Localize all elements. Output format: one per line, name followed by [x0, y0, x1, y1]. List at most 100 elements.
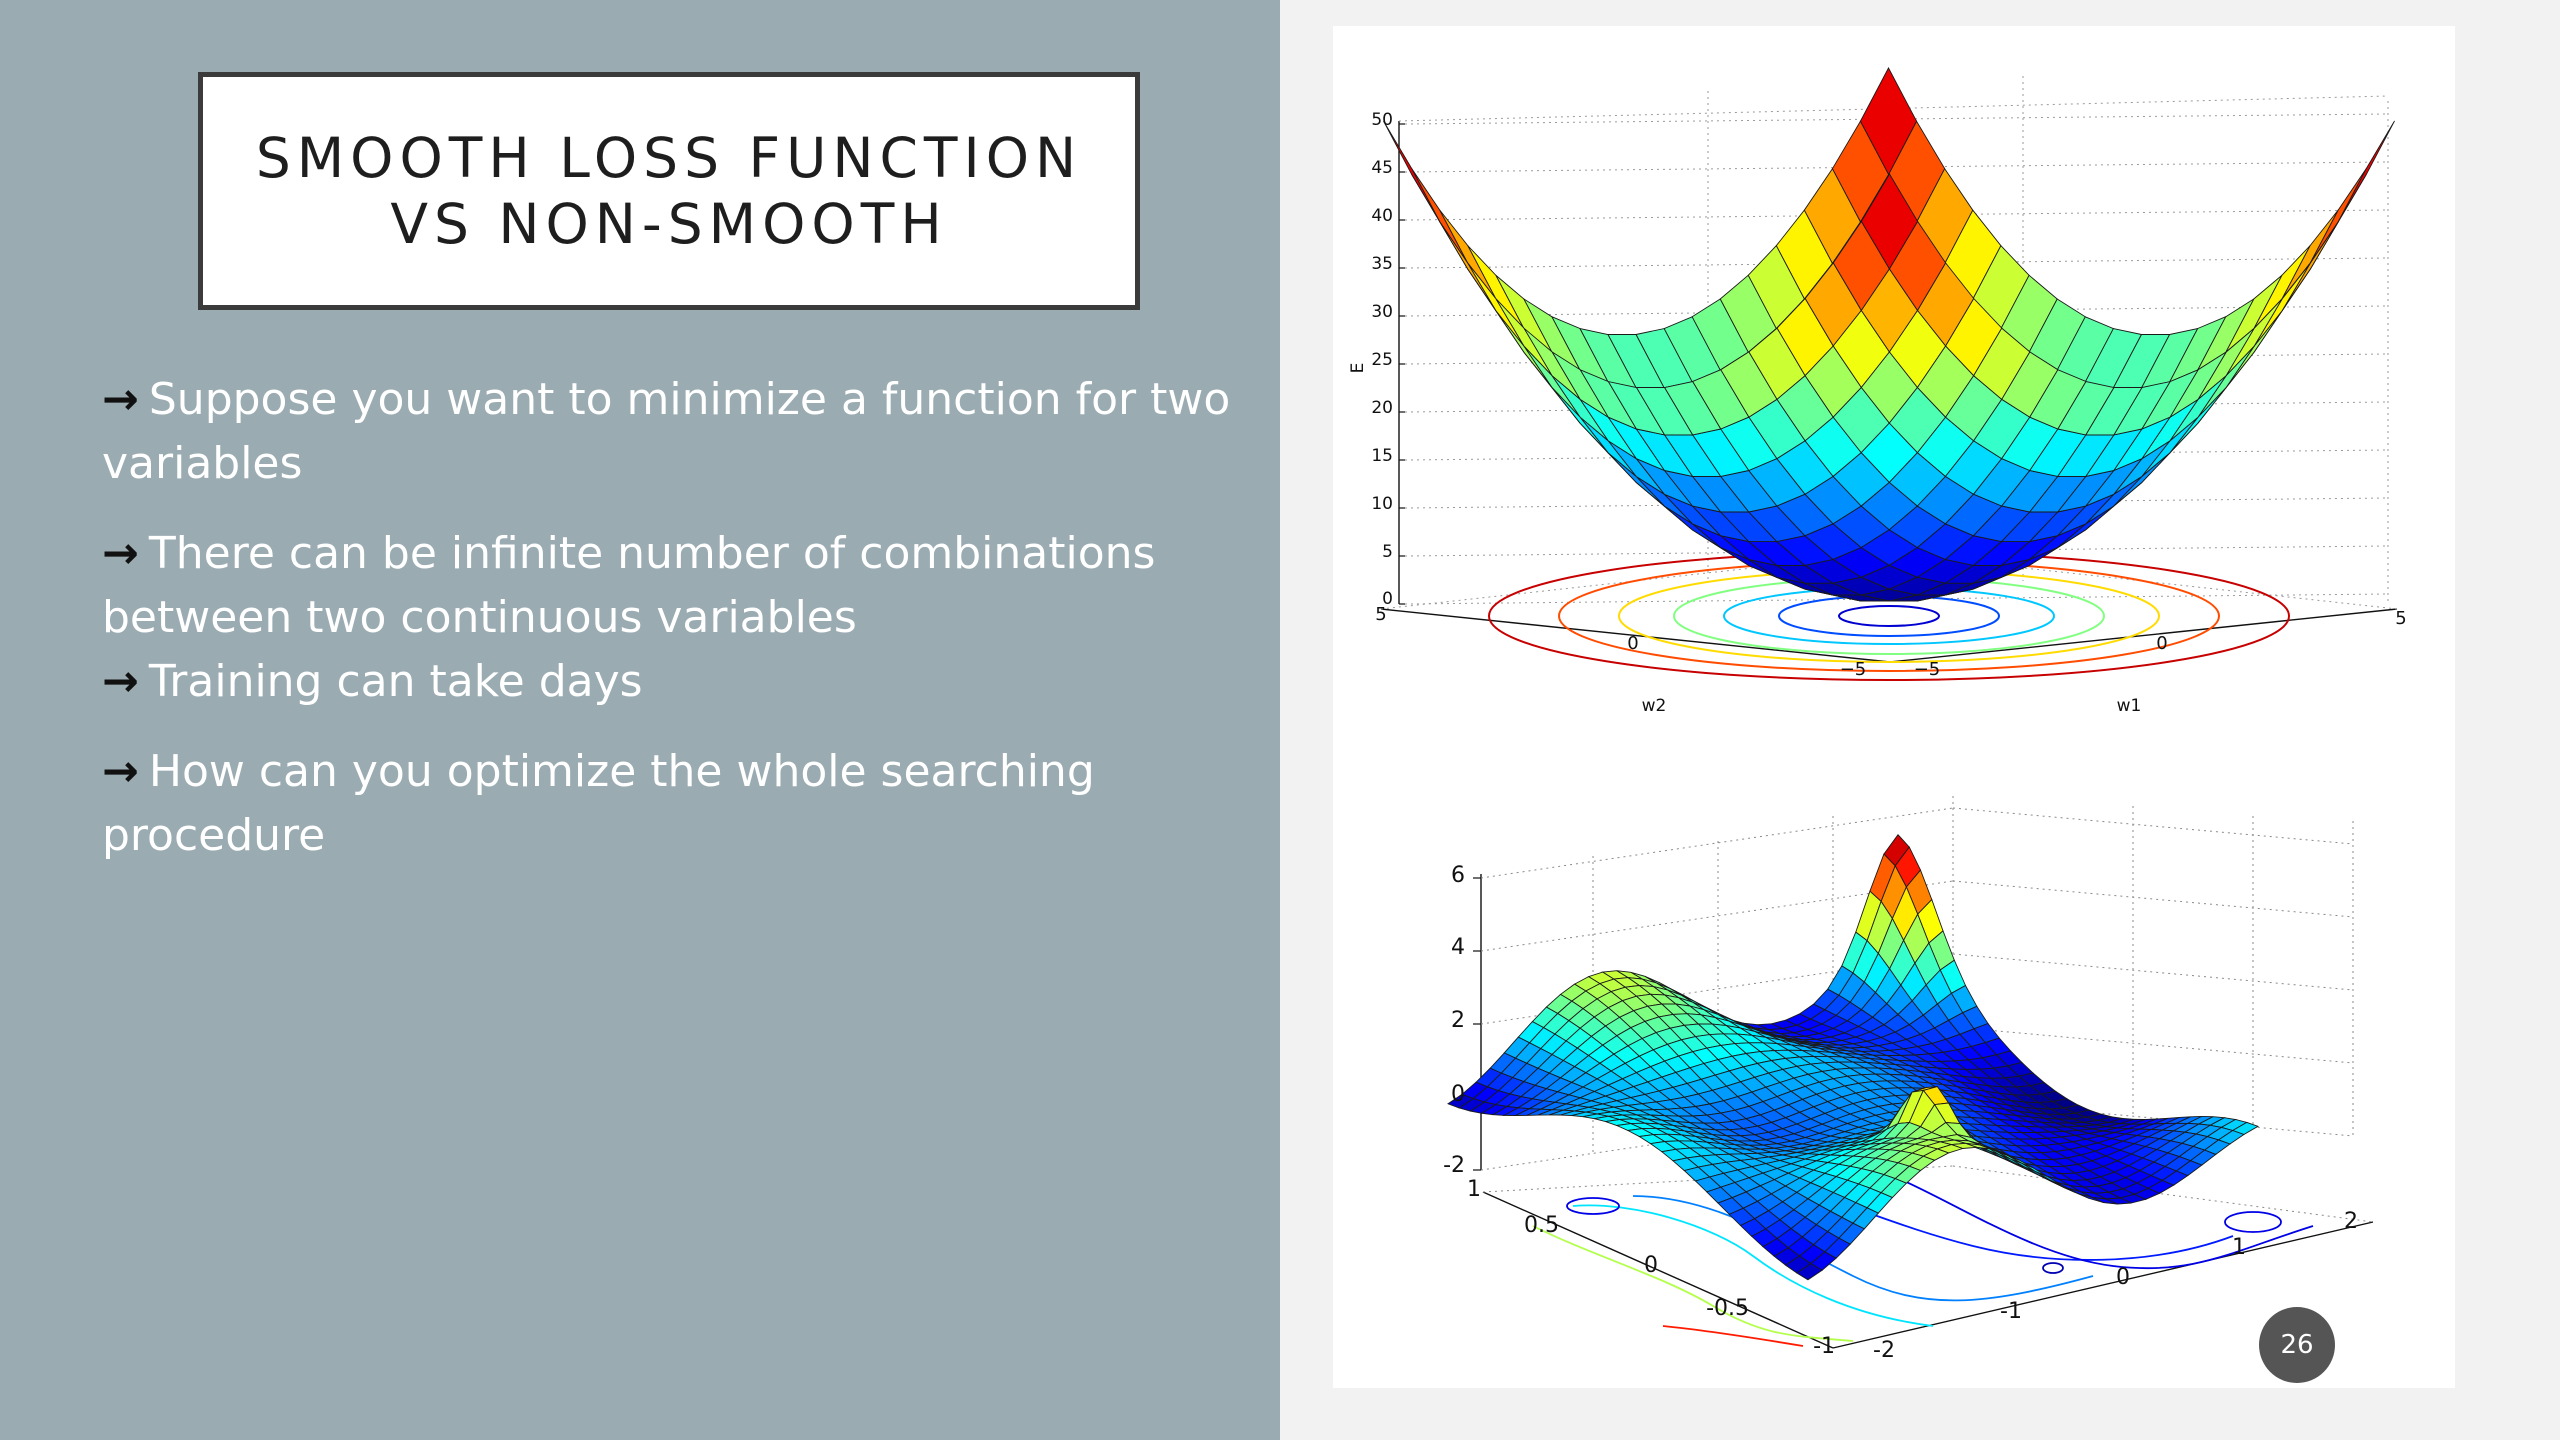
bullet-list: → Suppose you want to minimize a function…	[102, 368, 1232, 868]
arrow-icon: →	[102, 528, 139, 579]
slide-title-line-2: VS NON-SMOOTH	[390, 192, 948, 256]
bullet-item: → There can be infinite number of combina…	[102, 522, 1232, 650]
floor-grid	[1380, 552, 1889, 610]
smooth-w2-label: w2	[1642, 696, 1667, 716]
contour-line	[1632, 1195, 2094, 1302]
surface-patch	[2337, 120, 2395, 222]
smooth-z-tick: 10	[1371, 494, 1393, 514]
gridline	[1480, 807, 1954, 879]
arrow-icon: →	[102, 656, 139, 707]
floor-grid	[1952, 1165, 2374, 1223]
smooth-z-tick: 30	[1371, 302, 1393, 322]
smooth-z-tick: 0	[1382, 589, 1393, 609]
slide-title-line-1: SMOOTH LOSS FUNCTION	[255, 126, 1083, 190]
surface-patch	[1383, 120, 1441, 222]
nonsmooth-y-tick: -0.5	[1706, 1296, 1749, 1321]
nonsmooth-x-tick: 1	[2232, 1235, 2246, 1260]
smooth-w1-tick: −5	[1914, 659, 1941, 680]
bullet-item: → Training can take days	[102, 650, 1232, 714]
nonsmooth-y-tick: 0	[1644, 1253, 1658, 1278]
smooth-z-tick: 25	[1371, 350, 1393, 370]
smooth-w2-tick: 0	[1627, 633, 1638, 654]
surface-patch	[1439, 209, 1497, 300]
nonsmooth-z-tick: 0	[1451, 1082, 1465, 1107]
gridline	[1404, 545, 2389, 557]
nonsmooth-tick-labels: -2 0 2 4 6 1 0.5 0 -0.5 -1 -2 -1 0 1 2	[1443, 863, 2358, 1363]
bullet-item: → How can you optimize the whole searchin…	[102, 740, 1232, 868]
smooth-z-tick: 40	[1371, 206, 1393, 226]
smooth-z-tick: 35	[1371, 254, 1393, 274]
bullet-text: There can be infinite number of combinat…	[102, 528, 1156, 643]
nonsmooth-x-tick: -1	[2000, 1299, 2022, 1324]
smooth-w2-tick: −5	[1840, 659, 1867, 680]
gridline	[1404, 305, 2389, 317]
left-panel: SMOOTH LOSS FUNCTION VS NON-SMOOTH → Supp…	[0, 0, 1280, 1440]
nonsmooth-x-tick: 0	[2116, 1265, 2130, 1290]
surface-plots-figure: 50 45 40 35 30 25 20 15 10 5 0 E 5 0 −5 …	[1348, 67, 2407, 1363]
surface-patch	[2253, 245, 2311, 329]
contour-ellipse	[1566, 1197, 1620, 1215]
title-box: SMOOTH LOSS FUNCTION VS NON-SMOOTH	[198, 72, 1140, 310]
nonsmooth-surface-mesh	[1447, 833, 2260, 1281]
contour-line	[1662, 1325, 1804, 1347]
contour-line	[1572, 1204, 1934, 1327]
nonsmooth-x-tick: 2	[2344, 1209, 2358, 1234]
surface-patch	[1795, 1263, 1823, 1281]
smooth-w2-tick: 5	[1375, 604, 1386, 625]
floor-edge	[1380, 608, 1891, 663]
contour-line	[1892, 1175, 2314, 1270]
gridline	[1404, 497, 2389, 509]
bullet-text: Suppose you want to minimize a function …	[102, 374, 1231, 489]
nonsmooth-z-tick: 2	[1451, 1008, 1465, 1033]
surface-patch	[1860, 173, 1919, 270]
smooth-tick-labels: 50 45 40 35 30 25 20 15 10 5 0 E 5 0 −5 …	[1348, 110, 2407, 716]
contour-ellipse	[1838, 605, 1940, 627]
floor-edge	[1832, 1221, 2374, 1349]
nonsmooth-y-tick: 1	[1467, 1177, 1481, 1202]
bullet-item: → Suppose you want to minimize a function…	[102, 368, 1232, 496]
nonsmooth-y-tick: 0.5	[1524, 1213, 1559, 1238]
nonsmooth-x-tick: -2	[1873, 1338, 1895, 1363]
smooth-z-label: E	[1348, 363, 1368, 374]
gridline	[1404, 209, 2389, 221]
surface-patch	[2309, 168, 2367, 264]
nonsmooth-y-tick: -1	[1813, 1334, 1835, 1359]
smooth-z-tick: 15	[1371, 446, 1393, 466]
smooth-w1-tick: 0	[2156, 633, 2167, 654]
smooth-surface-plot: 50 45 40 35 30 25 20 15 10 5 0 E 5 0 −5 …	[1348, 67, 2407, 716]
floor-edge	[1889, 608, 2398, 663]
gridline	[1404, 257, 2389, 269]
arrow-icon: →	[102, 374, 139, 425]
gridline	[1404, 449, 2389, 461]
floor-edge	[1482, 1191, 1834, 1349]
gridline	[1952, 953, 2354, 991]
surface-patch	[2281, 209, 2339, 300]
nonsmooth-surface-plot: -2 0 2 4 6 1 0.5 0 -0.5 -1 -2 -1 0 1 2	[1443, 796, 2374, 1363]
page-number-badge: 26	[2259, 1307, 2335, 1383]
gridline	[1404, 401, 2389, 413]
surface-patch	[1411, 168, 1469, 264]
gridline	[1952, 1026, 2354, 1064]
smooth-z-tick: 20	[1371, 398, 1393, 418]
smooth-z-tick: 45	[1371, 158, 1393, 178]
arrow-icon: →	[102, 746, 139, 797]
gridline	[1404, 113, 2389, 125]
contour-ellipse	[2042, 1262, 2064, 1274]
smooth-w1-label: w1	[2117, 696, 2142, 716]
surface-patch	[1467, 245, 1525, 329]
smooth-w1-tick: 5	[2395, 608, 2406, 629]
nonsmooth-z-tick: 4	[1451, 935, 1465, 960]
gridline	[1404, 161, 2389, 173]
contour-ellipse	[2224, 1211, 2282, 1233]
contour-ellipse	[1778, 595, 2000, 637]
smooth-z-tick: 5	[1382, 542, 1393, 562]
bullet-text: Training can take days	[148, 656, 643, 707]
figure-frame: 50 45 40 35 30 25 20 15 10 5 0 E 5 0 −5 …	[1333, 26, 2455, 1388]
smooth-z-tick: 50	[1371, 110, 1393, 130]
contour-line	[1532, 1225, 1854, 1342]
nonsmooth-z-tick: 6	[1451, 863, 1465, 888]
gridline	[1952, 880, 2354, 918]
gridline	[1952, 807, 2354, 845]
smooth-surface-mesh	[1383, 67, 2395, 602]
